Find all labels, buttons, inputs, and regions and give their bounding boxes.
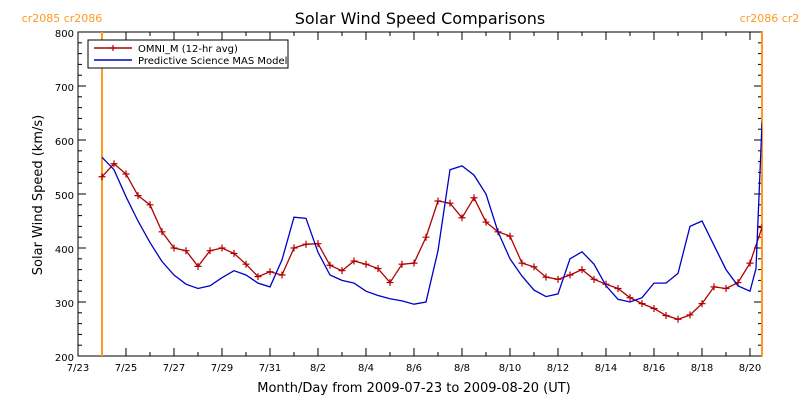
data-point — [338, 267, 346, 275]
y-tick-label: 800 — [55, 29, 74, 40]
y-axis-label: Solar Wind Speed (km/s) — [31, 115, 46, 275]
y-tick-label: 700 — [55, 83, 74, 94]
data-point — [506, 232, 514, 240]
y-tick-label: 500 — [55, 191, 74, 202]
plot-area: 200 300 400 500 600 700 800 7/23 7/25 7/27 7/29 7/3… — [22, 12, 800, 374]
data-point — [98, 173, 106, 181]
data-point — [686, 311, 694, 319]
data-point — [590, 275, 598, 283]
x-tick-label: 7/25 — [115, 363, 137, 374]
data-point — [698, 300, 706, 308]
x-tick-label: 8/18 — [691, 363, 713, 374]
data-point — [710, 283, 718, 291]
data-point — [194, 262, 202, 270]
x-tick-label: 8/6 — [406, 363, 422, 374]
data-point — [266, 268, 274, 276]
data-point — [254, 273, 262, 281]
data-point — [410, 259, 418, 267]
plot-frame — [77, 31, 763, 357]
data-point — [626, 294, 634, 302]
legend-marker — [110, 45, 116, 51]
data-point — [470, 194, 478, 202]
data-point — [386, 279, 394, 287]
data-point — [350, 257, 358, 265]
x-tick-label: 8/2 — [310, 363, 326, 374]
data-point — [542, 273, 550, 281]
data-point — [530, 263, 538, 271]
data-point — [302, 240, 310, 248]
data-point — [566, 271, 574, 279]
data-point — [326, 261, 334, 269]
x-tick-label: 7/23 — [67, 363, 89, 374]
data-point — [722, 285, 730, 292]
data-point — [182, 247, 190, 255]
x-tick-label: 7/27 — [163, 363, 185, 374]
legend-box — [87, 39, 289, 69]
data-point — [674, 315, 682, 323]
data-point — [110, 160, 118, 168]
carrington-marker-label: cr2086 cr2087 — [740, 12, 800, 25]
legend-entry: Predictive Science MAS Model — [138, 56, 287, 67]
data-point — [398, 260, 406, 268]
data-point — [314, 240, 322, 248]
data-point — [362, 260, 370, 268]
y-tick-label: 200 — [55, 353, 74, 364]
x-axis-label: Month/Day from 2009-07-23 to 2009-08-20 … — [257, 381, 570, 396]
data-point — [650, 304, 658, 312]
chart-title: Solar Wind Speed Comparisons — [295, 9, 546, 28]
carrington-marker-label: cr2085 cr2086 — [22, 12, 103, 25]
data-point — [218, 244, 226, 252]
data-point — [242, 260, 250, 268]
data-point — [170, 244, 178, 252]
x-tick-label: 8/20 — [739, 363, 761, 374]
data-point — [518, 259, 526, 267]
series-line-mas-model — [101, 120, 762, 305]
x-tick-label: 8/16 — [643, 363, 665, 374]
y-tick-label: 400 — [55, 245, 74, 256]
data-point — [122, 170, 130, 178]
data-point — [146, 201, 154, 209]
data-point — [638, 300, 646, 308]
data-point — [230, 249, 238, 257]
series-line-omni — [101, 162, 762, 320]
series-group — [98, 120, 762, 323]
data-point — [554, 275, 562, 283]
x-tick-label: 8/12 — [547, 363, 569, 374]
y-tick-label: 600 — [55, 137, 74, 148]
data-point — [758, 223, 762, 231]
data-point — [746, 259, 754, 267]
x-tick-label: 8/14 — [595, 363, 617, 374]
x-tick-label: 7/31 — [259, 363, 281, 374]
y-tick-label: 300 — [55, 299, 74, 310]
data-point — [614, 285, 622, 292]
data-point — [458, 214, 466, 222]
data-point — [422, 233, 430, 241]
data-point — [134, 192, 142, 200]
data-point — [158, 228, 166, 236]
x-tick-label: 7/29 — [211, 363, 233, 374]
data-point — [290, 244, 298, 252]
legend-entry: OMNI_M (12-hr avg) — [138, 44, 238, 55]
data-point — [482, 218, 490, 226]
data-point — [206, 247, 214, 255]
data-point — [662, 312, 670, 319]
data-point — [446, 199, 454, 207]
x-tick-label: 8/10 — [499, 363, 521, 374]
data-point — [278, 271, 286, 279]
data-point — [434, 197, 442, 205]
x-tick-label: 8/8 — [454, 363, 470, 374]
data-point — [374, 265, 382, 273]
x-tick-label: 8/4 — [358, 363, 374, 374]
data-point — [578, 266, 586, 274]
